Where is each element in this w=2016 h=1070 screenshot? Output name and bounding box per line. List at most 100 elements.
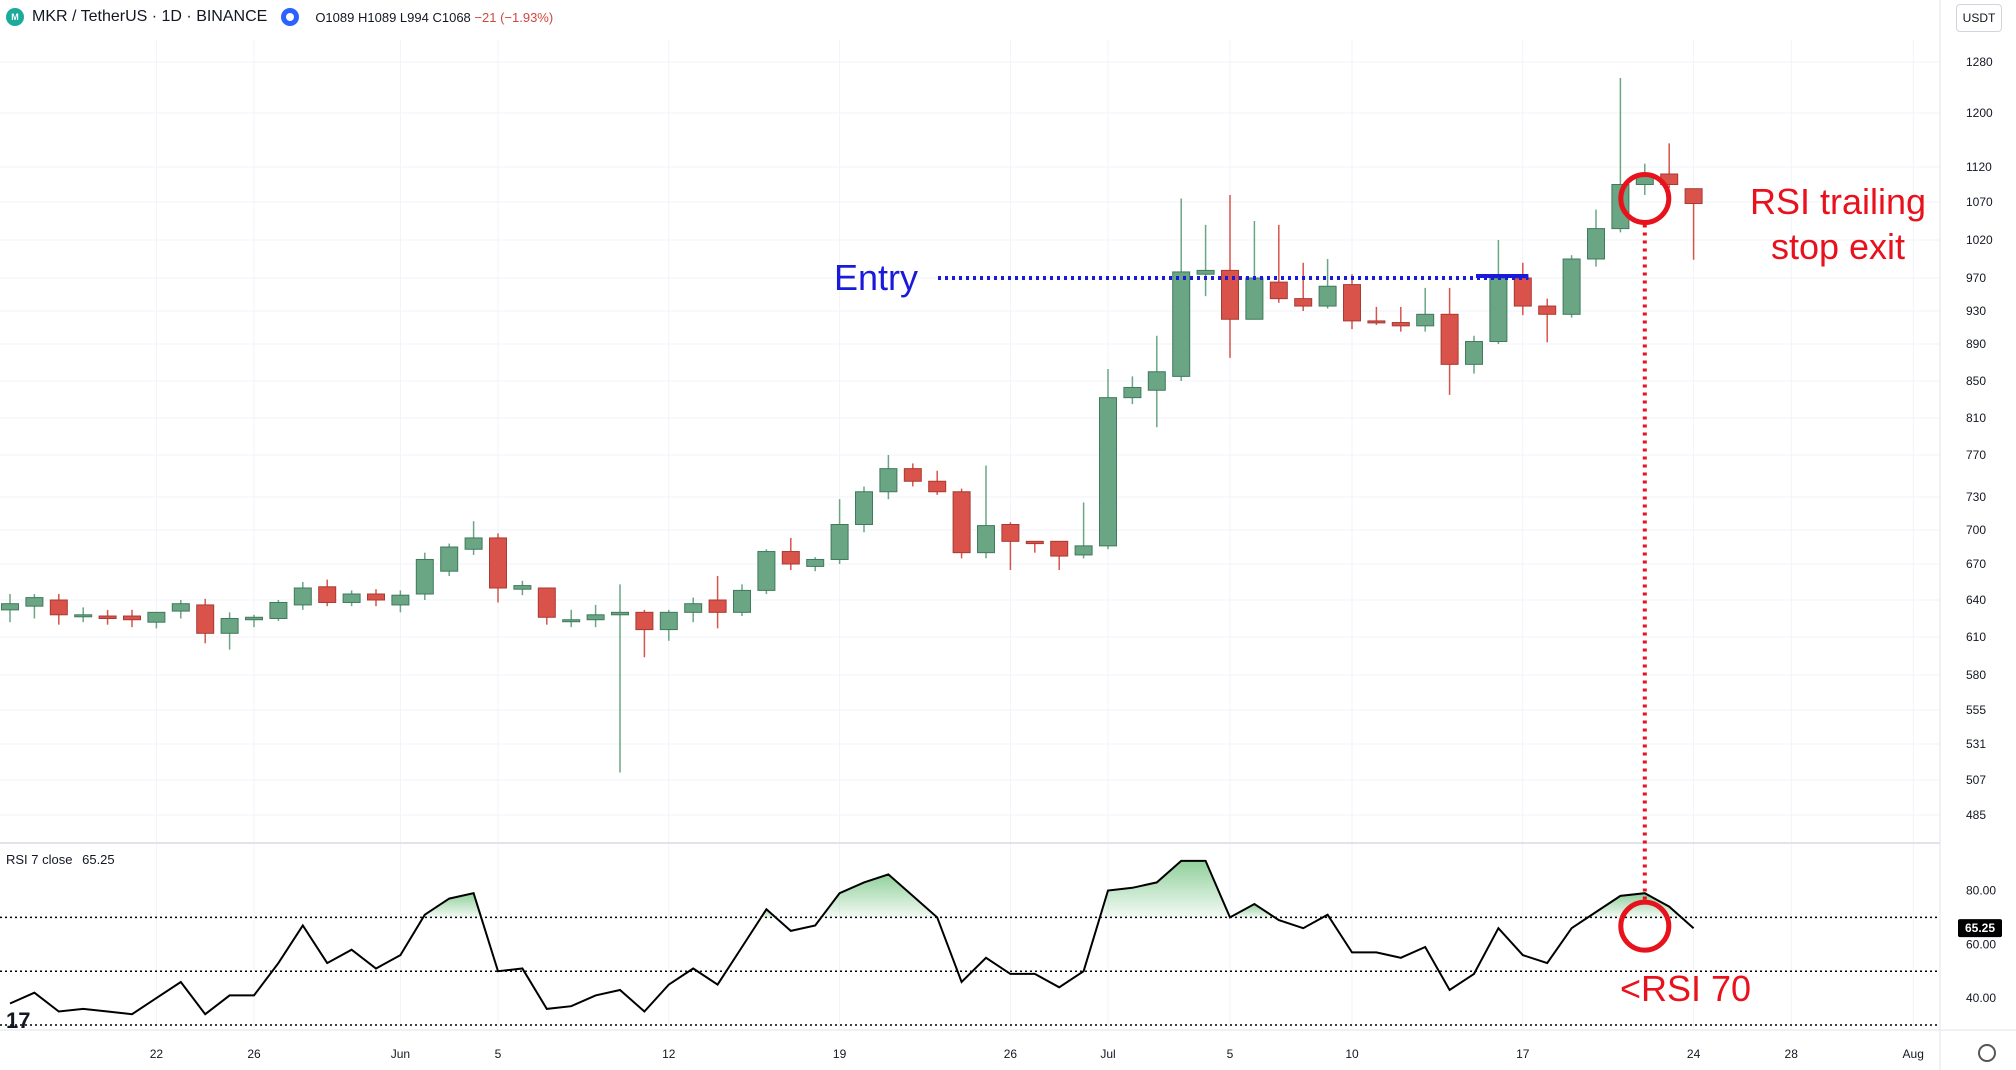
- candle: [1294, 262, 1313, 311]
- ohlc-low: L994: [399, 9, 429, 25]
- candle: [1269, 224, 1288, 303]
- time-tick-label: 5: [1227, 1047, 1234, 1061]
- candle-body: [977, 525, 995, 554]
- exit-label-line2: stop exit: [1771, 226, 1905, 267]
- candle-body: [1147, 371, 1166, 391]
- price-tick-label: 850: [1966, 374, 1986, 388]
- rsi-legend-value: 65.25: [82, 852, 115, 867]
- candle-body: [1440, 313, 1459, 365]
- tradingview-logo-icon[interactable]: 17: [6, 1008, 31, 1033]
- rsi-overbought-fill: [1230, 904, 1275, 918]
- time-axis: 22 26 Jun 5 12 19 26 Jul 5 10 17 24 28 Aug: [150, 1047, 1924, 1061]
- ohlc-close: C1068: [432, 9, 471, 25]
- price-tick-label: 730: [1966, 490, 1986, 504]
- price-tick-label: 485: [1966, 808, 1986, 822]
- time-tick-label: 12: [662, 1047, 676, 1061]
- candle-body: [586, 614, 605, 621]
- candle-body: [220, 618, 239, 634]
- time-tick-label: 26: [247, 1047, 261, 1061]
- candle-body: [1074, 545, 1093, 556]
- candle: [269, 600, 288, 621]
- candle-body: [171, 603, 190, 612]
- price-tick-label: 810: [1966, 411, 1986, 425]
- candle: [1, 594, 19, 623]
- time-tick-label: 22: [150, 1047, 164, 1061]
- candle: [489, 533, 507, 603]
- candle: [1074, 502, 1093, 559]
- candle: [1050, 540, 1069, 570]
- candle: [1465, 335, 1483, 374]
- price-tick-label: 1280: [1966, 55, 1993, 69]
- price-axis: 1280 1200 1120 1070 1020 970 930 890 850 810 770 73…: [1966, 55, 1993, 822]
- time-tick-label: Aug: [1903, 1047, 1924, 1061]
- price-tick-label: 1120: [1966, 160, 1992, 174]
- candle: [757, 549, 776, 594]
- exit-label-line1: RSI trailing: [1750, 181, 1926, 222]
- candle: [1538, 298, 1557, 343]
- currency-label: USDT: [1962, 11, 1996, 25]
- price-tick-label: 580: [1966, 668, 1986, 682]
- candle-body: [25, 597, 44, 607]
- currency-selector-button[interactable]: USDT: [1956, 4, 2002, 32]
- candle: [1587, 209, 1605, 267]
- candle-body: [1172, 271, 1191, 377]
- candle-body: [1343, 284, 1361, 322]
- price-tick-label: 700: [1966, 523, 1986, 537]
- candle-body: [74, 614, 93, 618]
- symbol-title[interactable]: MKR / TetherUS · 1D · BINANCE: [32, 8, 268, 25]
- candle: [684, 597, 703, 623]
- ohlc-open: O1089: [315, 9, 355, 25]
- symbol-header: M MKR / TetherUS · 1D · BINANCE O1089 H1…: [6, 4, 553, 30]
- candle: [196, 598, 215, 644]
- candle: [1367, 306, 1386, 326]
- time-tick-label: 24: [1687, 1047, 1701, 1061]
- candle-body: [1196, 269, 1215, 275]
- time-tick-label: Jun: [391, 1047, 410, 1061]
- time-tick-label: Jul: [1100, 1047, 1115, 1061]
- price-tick-label: 1200: [1966, 106, 1993, 120]
- candle: [1221, 195, 1239, 358]
- candle: [928, 470, 947, 495]
- candle: [1513, 262, 1532, 316]
- rsi-legend-label: RSI 7 close: [6, 852, 73, 867]
- rsi-tick-label: 40.00: [1966, 991, 1996, 1005]
- candle-body: [513, 585, 532, 590]
- candle-body: [659, 611, 678, 631]
- candle: [318, 579, 337, 607]
- candle: [586, 604, 605, 628]
- price-tick-label: 555: [1966, 703, 1986, 717]
- settings-gear-icon[interactable]: [1978, 1044, 1996, 1062]
- candle-body: [928, 480, 947, 493]
- candle-body: [1318, 285, 1337, 307]
- time-tick-label: 5: [495, 1047, 502, 1061]
- candle: [659, 609, 678, 641]
- candle: [513, 580, 532, 596]
- candle: [123, 609, 141, 628]
- visibility-eye-icon[interactable]: [281, 8, 300, 26]
- candle: [635, 609, 654, 658]
- candle-body: [733, 589, 751, 613]
- candle-body: [245, 616, 263, 621]
- candle-body: [879, 468, 898, 493]
- candle-body: [1538, 305, 1557, 315]
- candle-body: [1123, 386, 1142, 399]
- candle-body: [98, 615, 117, 619]
- price-tick-label: 640: [1966, 593, 1986, 607]
- candle-body: [464, 537, 483, 550]
- candle: [1318, 259, 1337, 309]
- candle: [611, 584, 629, 773]
- candle: [1025, 540, 1044, 553]
- price-tick-label: 531: [1966, 737, 1986, 751]
- price-tick-label: 930: [1966, 304, 1986, 318]
- candle-body: [806, 558, 825, 567]
- price-tick-label: 610: [1966, 630, 1986, 644]
- candle-body: [855, 491, 873, 525]
- entry-label: Entry: [834, 257, 918, 298]
- candle: [537, 587, 556, 625]
- time-tick-label: 17: [1516, 1047, 1530, 1061]
- candle: [1611, 77, 1630, 233]
- rsi-tick-label: 60.00: [1966, 937, 1996, 951]
- rsi-circle-marker: [1618, 899, 1672, 953]
- candle: [977, 465, 995, 559]
